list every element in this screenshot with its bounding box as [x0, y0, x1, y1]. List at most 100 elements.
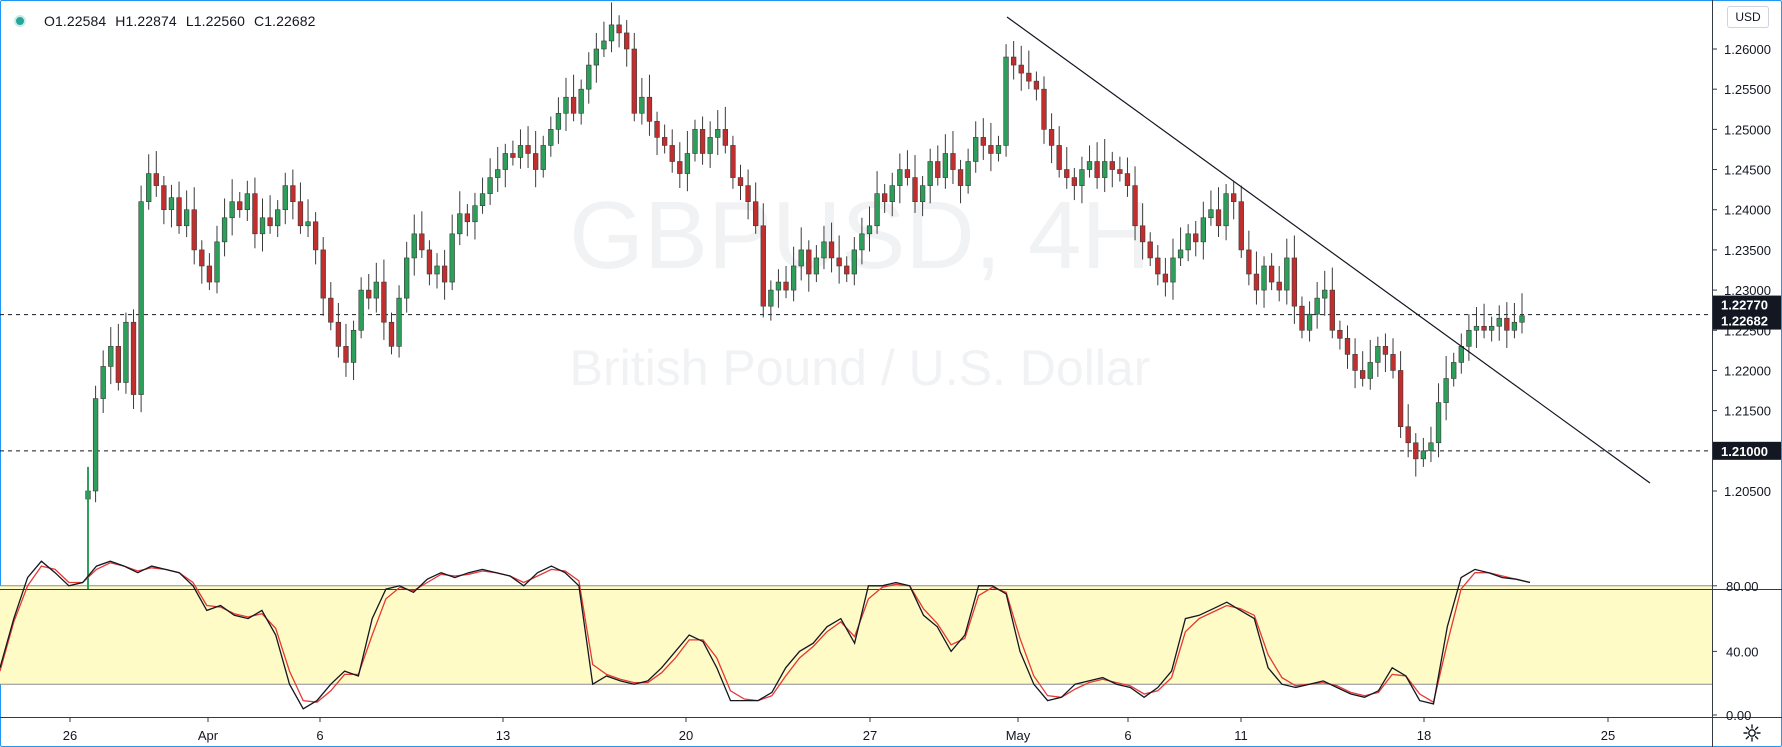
settings-gear-icon[interactable]: [1742, 723, 1762, 743]
candle-body: [267, 217, 273, 227]
candle: [1026, 50, 1032, 90]
ohlc-legend: O1.22584 H1.22874 L1.22560 C1.22682: [14, 10, 325, 32]
candle: [753, 182, 759, 234]
currency-button[interactable]: USD: [1727, 6, 1769, 28]
candle-body: [366, 289, 372, 299]
candle-body: [768, 289, 774, 307]
candle: [692, 119, 698, 162]
symbol-status-icon[interactable]: [14, 15, 26, 27]
candle: [1109, 151, 1115, 188]
candle: [1435, 383, 1442, 458]
candle-body: [1451, 362, 1457, 379]
candle: [1405, 404, 1411, 458]
candle-body: [950, 153, 956, 170]
candle-body: [100, 366, 106, 399]
candle-body: [1375, 346, 1381, 363]
candle: [320, 237, 326, 316]
stochastic-tick-label: 0.00: [1726, 708, 1751, 723]
candle: [1177, 227, 1184, 266]
candle: [646, 74, 653, 136]
candle-body: [699, 129, 706, 154]
candle: [297, 182, 304, 234]
candle-body: [396, 297, 402, 347]
candle: [988, 122, 994, 172]
candle: [1352, 338, 1358, 389]
stochastic-d-line: [0, 562, 1531, 704]
candle: [532, 130, 539, 188]
candle: [1466, 314, 1472, 361]
candle-body: [441, 265, 448, 283]
candle: [1420, 437, 1427, 467]
candle-body: [866, 225, 873, 235]
candle-body: [586, 64, 592, 90]
candle-body: [540, 145, 546, 170]
candle-body: [1231, 193, 1237, 202]
candle: [1064, 147, 1070, 189]
candle: [715, 110, 721, 156]
candle-body: [806, 249, 812, 275]
candle-body: [608, 24, 615, 42]
price-label-level-low: 1.21000: [1713, 441, 1781, 460]
candle-body: [798, 249, 804, 267]
candle-body: [1170, 257, 1176, 283]
candle-body: [624, 32, 630, 50]
candle-body: [1003, 56, 1009, 146]
candle: [745, 169, 751, 220]
candle-body: [616, 24, 622, 34]
time-tick-label: 18: [1417, 728, 1431, 743]
candle: [973, 121, 979, 173]
stochastic-k-line: [0, 560, 1531, 710]
candle: [1306, 301, 1313, 342]
candle: [419, 211, 425, 258]
candle: [882, 184, 888, 213]
candle: [1276, 265, 1282, 302]
candle-body: [510, 153, 516, 158]
candle-body: [919, 185, 926, 202]
candle-body: [449, 233, 455, 283]
candle: [851, 237, 857, 286]
candle-body: [237, 201, 243, 211]
candle: [1010, 40, 1017, 80]
candle: [1155, 245, 1161, 286]
candle-body: [426, 249, 433, 275]
candle: [92, 385, 99, 503]
candle-body: [183, 209, 190, 227]
candle: [1193, 220, 1199, 257]
stochastic-tick-label: 80.00: [1726, 579, 1759, 594]
candle: [130, 309, 137, 410]
candle-body: [973, 137, 979, 162]
candle-body: [707, 137, 713, 154]
candle-body: [783, 281, 789, 291]
price-label-level-high-box: [1713, 295, 1781, 314]
candle: [343, 323, 349, 377]
candle: [1056, 126, 1062, 178]
candle: [859, 217, 865, 265]
candle-body: [821, 241, 827, 259]
candle: [1132, 166, 1138, 241]
candle-body: [1337, 329, 1343, 339]
candle: [1488, 316, 1495, 342]
candle: [828, 222, 835, 273]
candle-body: [381, 281, 387, 323]
candle-body: [419, 233, 425, 251]
candle-body: [1291, 257, 1298, 307]
candle: [912, 155, 918, 213]
candle-body: [1519, 315, 1525, 323]
watermark-description: British Pound / U.S. Dollar: [570, 340, 1151, 396]
price-label-level-low-box: [1713, 441, 1781, 460]
candle-body: [745, 185, 751, 202]
candle-body: [1466, 329, 1472, 347]
candle-body: [244, 193, 250, 211]
candle-body: [1124, 173, 1131, 186]
candle-body: [722, 129, 728, 146]
candle-body: [1048, 129, 1055, 146]
time-tick-label: 11: [1234, 728, 1248, 743]
trendline: [1006, 16, 1651, 484]
candle-body: [874, 193, 880, 227]
candle: [677, 142, 683, 189]
candle: [555, 97, 562, 144]
candle-body: [1079, 169, 1085, 186]
candle-body: [138, 201, 144, 395]
candle: [1261, 256, 1267, 308]
